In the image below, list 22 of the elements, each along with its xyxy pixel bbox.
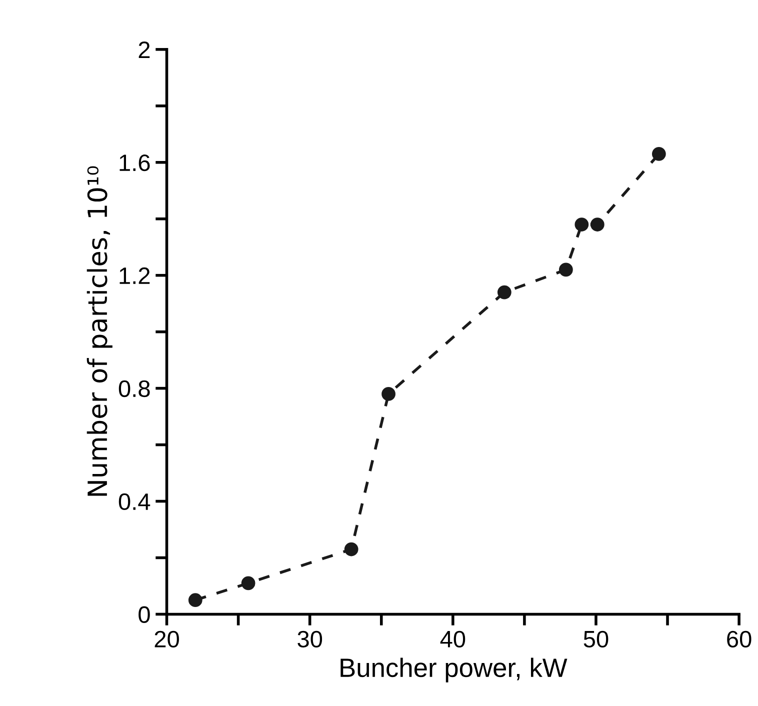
- y-tick-label: 1.2: [120, 267, 150, 284]
- point: [652, 146, 666, 161]
- point: [574, 218, 589, 232]
- point: [241, 576, 256, 590]
- y-tick-label: 0.4: [118, 493, 150, 510]
- point: [344, 542, 358, 556]
- y-tick-label: 0: [138, 606, 150, 624]
- y-tick-label: 0.8: [118, 380, 150, 398]
- x-axis-title: Buncher power, kW: [340, 658, 568, 682]
- y-axis-title: Number of particles, 10¹⁰: [86, 166, 112, 496]
- y-tick-label: 1.6: [120, 154, 150, 172]
- x-tick-label: 20: [154, 630, 179, 648]
- point: [382, 387, 396, 401]
- x-tick-label: 50: [584, 630, 608, 648]
- point: [188, 593, 202, 608]
- x-tick-label: 30: [298, 630, 322, 648]
- point: [590, 218, 604, 232]
- y-tick-label: 2: [138, 41, 150, 58]
- point: [558, 262, 573, 277]
- x-tick-label: 60: [727, 630, 752, 648]
- x-tick-label: 40: [440, 630, 466, 648]
- point: [497, 285, 512, 300]
